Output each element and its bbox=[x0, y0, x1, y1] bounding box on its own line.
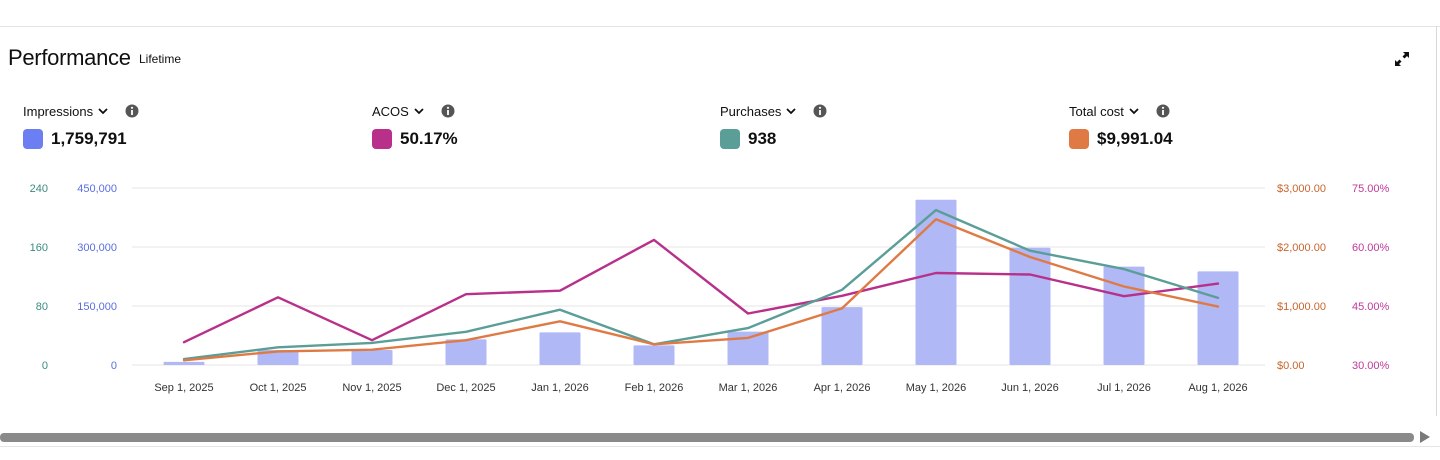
metric-label: Purchases bbox=[720, 103, 782, 119]
bar-impressions bbox=[351, 350, 393, 365]
bar-impressions bbox=[257, 350, 299, 365]
metric-label: ACOS bbox=[372, 103, 409, 119]
x-axis-tick-label: Oct 1, 2025 bbox=[250, 382, 307, 394]
impressions-axis-tick-label: 150,000 bbox=[77, 301, 117, 313]
info-icon[interactable] bbox=[441, 104, 455, 118]
bar-impressions bbox=[821, 307, 863, 365]
info-icon[interactable] bbox=[125, 104, 139, 118]
impressions-swatch[interactable] bbox=[23, 129, 43, 149]
metric-total-cost: Total cost $9,991.04 bbox=[1069, 102, 1173, 150]
x-axis-tick-label: Jan 1, 2026 bbox=[531, 382, 589, 394]
purchases-axis-tick-label: 240 bbox=[30, 183, 48, 195]
line-total-cost bbox=[182, 218, 1220, 362]
acos-axis-tick-label: 75.00% bbox=[1352, 183, 1390, 195]
bar-impressions bbox=[1009, 247, 1051, 365]
metric-value: 50.17% bbox=[400, 129, 458, 148]
top-divider bbox=[0, 26, 1440, 27]
purchases-axis-tick-label: 160 bbox=[30, 242, 48, 254]
metric-acos: ACOS 50.17% bbox=[372, 102, 458, 150]
metric-label: Total cost bbox=[1069, 103, 1124, 119]
chevron-down-icon[interactable] bbox=[1128, 105, 1140, 117]
chevron-down-icon[interactable] bbox=[413, 105, 425, 117]
x-axis-tick-label: Feb 1, 2026 bbox=[625, 382, 684, 394]
chevron-down-icon[interactable] bbox=[97, 105, 109, 117]
line-purchases bbox=[182, 208, 1220, 361]
right-divider bbox=[1436, 26, 1437, 416]
impressions-axis-tick-label: 0 bbox=[111, 360, 117, 372]
acos-axis-tick-label: 45.00% bbox=[1352, 301, 1390, 313]
x-axis-tick-label: May 1, 2026 bbox=[906, 382, 967, 394]
total-cost-swatch[interactable] bbox=[1069, 129, 1089, 149]
metric-purchases: Purchases 938 bbox=[720, 102, 827, 150]
x-axis-tick-label: Aug 1, 2026 bbox=[1188, 382, 1247, 394]
purchases-swatch[interactable] bbox=[720, 129, 740, 149]
scroll-right-arrow-icon[interactable] bbox=[1420, 431, 1430, 443]
bar-impressions bbox=[1103, 266, 1145, 365]
x-axis-tick-label: Jun 1, 2026 bbox=[1001, 382, 1059, 394]
info-icon[interactable] bbox=[813, 104, 827, 118]
bar-impressions bbox=[633, 345, 675, 365]
x-axis-tick-label: Nov 1, 2025 bbox=[342, 382, 401, 394]
bar-impressions bbox=[163, 361, 205, 365]
purchases-axis-tick-label: 0 bbox=[42, 360, 48, 372]
x-axis-tick-label: Apr 1, 2026 bbox=[814, 382, 871, 394]
bar-impressions bbox=[445, 339, 487, 365]
expand-button[interactable] bbox=[1392, 49, 1412, 69]
bottom-divider bbox=[0, 446, 1440, 447]
x-axis-tick-label: Sep 1, 2025 bbox=[154, 382, 213, 394]
bar-impressions bbox=[727, 331, 769, 365]
acos-axis-tick-label: 30.00% bbox=[1352, 360, 1390, 372]
metric-value: 938 bbox=[748, 129, 777, 148]
bar-impressions bbox=[539, 332, 581, 365]
line-acos bbox=[182, 238, 1220, 344]
metric-label: Impressions bbox=[23, 103, 94, 119]
impressions-axis-tick-label: 300,000 bbox=[77, 242, 117, 254]
card-subtitle: Lifetime bbox=[139, 52, 182, 66]
total_cost-axis-tick-label: $2,000.00 bbox=[1277, 242, 1326, 254]
purchases-axis-tick-label: 80 bbox=[36, 301, 48, 313]
performance-chart: 0 80 160 240 0 150,000 300,000 450,000 $0.00 $1,0… bbox=[30, 183, 1390, 394]
card-title: Performance bbox=[8, 45, 131, 70]
x-axis-tick-label: Dec 1, 2025 bbox=[436, 382, 495, 394]
expand-icon bbox=[1395, 52, 1409, 66]
metric-impressions: Impressions 1,759,791 bbox=[23, 102, 139, 150]
horizontal-scrollbar[interactable] bbox=[0, 433, 1414, 442]
total_cost-axis-tick-label: $0.00 bbox=[1277, 360, 1305, 372]
x-axis-tick-label: Jul 1, 2026 bbox=[1097, 382, 1151, 394]
total_cost-axis-tick-label: $3,000.00 bbox=[1277, 183, 1326, 195]
acos-axis-tick-label: 60.00% bbox=[1352, 242, 1390, 254]
info-icon[interactable] bbox=[1156, 104, 1170, 118]
acos-swatch[interactable] bbox=[372, 129, 392, 149]
impressions-axis-tick-label: 450,000 bbox=[77, 183, 117, 195]
bar-impressions bbox=[915, 199, 957, 365]
x-axis-tick-label: Mar 1, 2026 bbox=[719, 382, 778, 394]
metric-value: 1,759,791 bbox=[51, 129, 127, 148]
metric-value: $9,991.04 bbox=[1097, 129, 1173, 148]
total_cost-axis-tick-label: $1,000.00 bbox=[1277, 301, 1326, 313]
chevron-down-icon[interactable] bbox=[785, 105, 797, 117]
